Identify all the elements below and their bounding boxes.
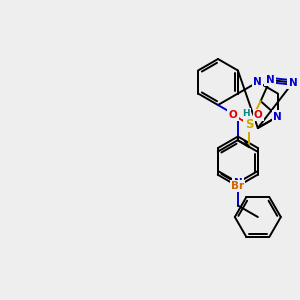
Text: N: N	[289, 77, 297, 88]
Text: N: N	[254, 77, 262, 87]
Text: S: S	[245, 118, 254, 130]
Text: O: O	[254, 110, 263, 120]
Text: O: O	[229, 110, 237, 120]
Text: N: N	[273, 112, 282, 122]
Text: H: H	[242, 109, 250, 118]
Text: N: N	[233, 178, 242, 188]
Text: Br: Br	[231, 181, 244, 191]
Text: N: N	[266, 75, 274, 85]
